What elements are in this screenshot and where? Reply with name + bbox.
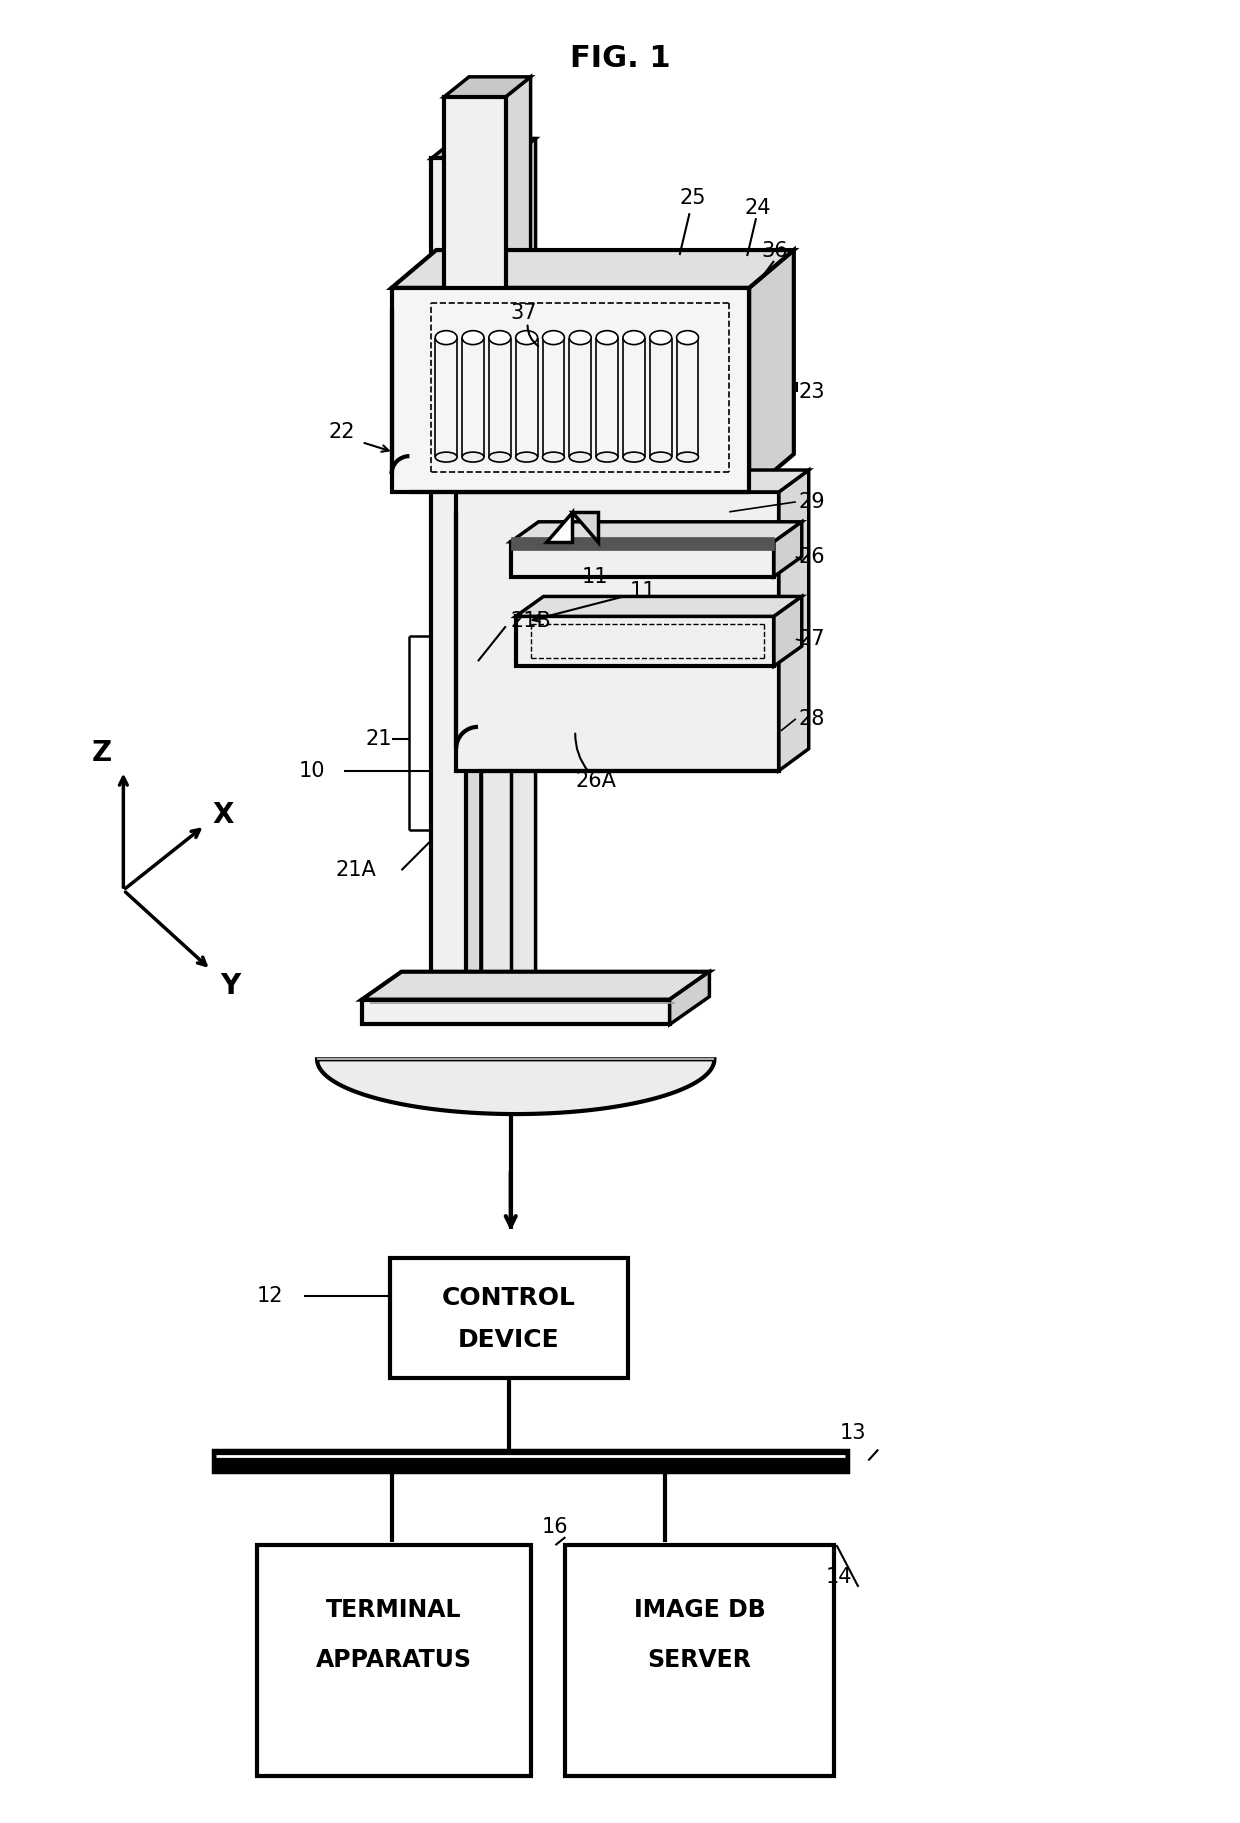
- Polygon shape: [389, 1258, 627, 1378]
- Text: 11: 11: [532, 582, 656, 622]
- Ellipse shape: [463, 452, 484, 461]
- Polygon shape: [511, 521, 802, 541]
- Ellipse shape: [596, 330, 618, 345]
- Polygon shape: [546, 512, 573, 541]
- Ellipse shape: [463, 330, 484, 345]
- Ellipse shape: [569, 330, 591, 345]
- Polygon shape: [392, 288, 749, 492]
- Text: 21B: 21B: [511, 611, 552, 631]
- Text: 14: 14: [826, 1568, 852, 1588]
- Text: TERMINAL: TERMINAL: [326, 1597, 461, 1622]
- Ellipse shape: [516, 452, 538, 461]
- Polygon shape: [432, 139, 491, 159]
- Polygon shape: [392, 250, 794, 288]
- Ellipse shape: [489, 330, 511, 345]
- Polygon shape: [779, 470, 808, 771]
- Ellipse shape: [622, 452, 645, 461]
- Text: 24: 24: [744, 199, 770, 219]
- Text: SERVER: SERVER: [647, 1648, 751, 1672]
- Polygon shape: [511, 536, 774, 551]
- Polygon shape: [511, 541, 774, 576]
- Text: 27: 27: [799, 629, 826, 649]
- Polygon shape: [317, 1059, 714, 1114]
- Polygon shape: [481, 139, 536, 159]
- Text: 23: 23: [799, 383, 826, 403]
- Text: 13: 13: [841, 1422, 867, 1442]
- Polygon shape: [516, 616, 774, 665]
- Text: 28: 28: [799, 709, 825, 729]
- Text: FIG. 1: FIG. 1: [569, 44, 671, 73]
- Ellipse shape: [516, 330, 538, 345]
- Polygon shape: [432, 159, 466, 1004]
- Polygon shape: [481, 139, 536, 1004]
- Polygon shape: [774, 521, 802, 576]
- Text: IMAGE DB: IMAGE DB: [634, 1597, 765, 1622]
- Polygon shape: [774, 596, 802, 665]
- Text: 29: 29: [799, 492, 826, 512]
- Text: Z: Z: [92, 738, 112, 767]
- Polygon shape: [362, 999, 670, 1025]
- Polygon shape: [456, 492, 779, 771]
- Ellipse shape: [489, 452, 511, 461]
- Ellipse shape: [677, 452, 698, 461]
- Polygon shape: [481, 159, 511, 1004]
- Text: 21: 21: [365, 729, 392, 749]
- Ellipse shape: [677, 330, 698, 345]
- Polygon shape: [466, 139, 516, 1004]
- Ellipse shape: [543, 330, 564, 345]
- Text: 37: 37: [511, 303, 537, 323]
- Ellipse shape: [543, 452, 564, 461]
- Polygon shape: [362, 972, 709, 999]
- Text: 12: 12: [257, 1287, 284, 1307]
- Text: 36: 36: [761, 241, 787, 261]
- Text: DEVICE: DEVICE: [458, 1327, 559, 1353]
- Text: 21A: 21A: [336, 860, 377, 881]
- Polygon shape: [456, 470, 808, 492]
- Polygon shape: [573, 512, 598, 541]
- Text: 25: 25: [680, 188, 706, 208]
- Text: 10: 10: [299, 760, 325, 780]
- Text: CONTROL: CONTROL: [441, 1287, 575, 1311]
- Text: 11: 11: [582, 567, 609, 587]
- Text: 26: 26: [799, 547, 826, 567]
- Polygon shape: [444, 77, 531, 97]
- Ellipse shape: [622, 330, 645, 345]
- Polygon shape: [670, 972, 709, 1025]
- Text: 16: 16: [542, 1517, 569, 1537]
- Polygon shape: [749, 250, 794, 492]
- Text: 22: 22: [329, 423, 355, 443]
- Text: APPARATUS: APPARATUS: [315, 1648, 471, 1672]
- Polygon shape: [506, 77, 531, 294]
- Polygon shape: [258, 1546, 531, 1776]
- Polygon shape: [444, 97, 506, 294]
- Ellipse shape: [650, 330, 672, 345]
- Ellipse shape: [435, 330, 458, 345]
- Polygon shape: [213, 1449, 848, 1473]
- Polygon shape: [565, 1546, 833, 1776]
- Ellipse shape: [596, 452, 618, 461]
- Polygon shape: [516, 596, 802, 616]
- Text: X: X: [212, 802, 233, 829]
- Text: 26A: 26A: [575, 771, 616, 791]
- Ellipse shape: [435, 452, 458, 461]
- Text: Y: Y: [221, 972, 241, 999]
- Ellipse shape: [650, 452, 672, 461]
- Ellipse shape: [569, 452, 591, 461]
